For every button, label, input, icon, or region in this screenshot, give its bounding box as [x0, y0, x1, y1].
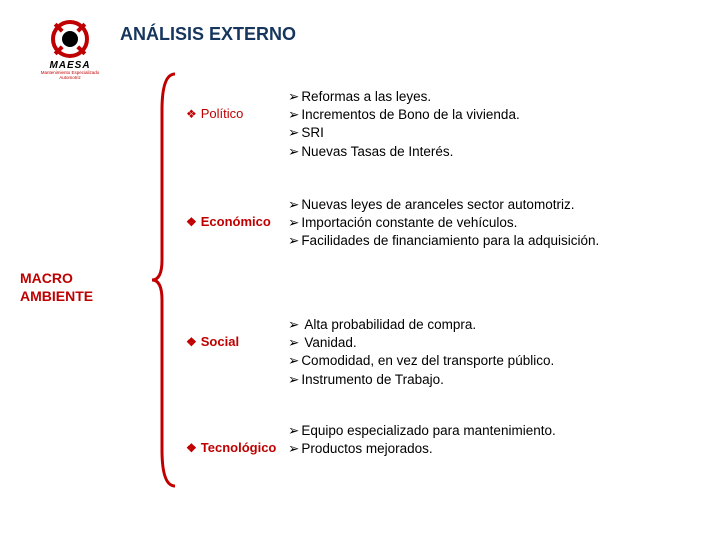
category-label: ❖ Político	[186, 88, 288, 123]
list-item-text: Nuevas Tasas de Interés.	[301, 143, 453, 161]
list-item-text: Reformas a las leyes.	[301, 88, 431, 106]
list-item-text: Incrementos de Bono de la vivienda.	[301, 106, 519, 124]
list-item-text: Alta probabilidad de compra.	[304, 316, 476, 334]
bracket-icon	[150, 70, 180, 490]
category-text: Tecnológico	[201, 440, 277, 455]
macro-ambiente-label: MACRO AMBIENTE	[20, 270, 93, 305]
category-row: ❖Social➢ Alta probabilidad de compra.➢ V…	[186, 290, 706, 400]
category-items: ➢Reformas a las leyes.➢Incrementos de Bo…	[288, 88, 706, 161]
list-item: ➢Productos mejorados.	[288, 440, 706, 458]
list-item-text: Facilidades de financiamiento para la ad…	[301, 232, 599, 250]
macro-line1: MACRO	[20, 270, 93, 288]
logo: MAESA Mantenimiento Especializado Automo…	[34, 20, 106, 81]
arrow-icon: ➢	[288, 334, 299, 352]
list-item: ➢Importación constante de vehículos.	[288, 214, 706, 232]
list-item-text: Nuevas leyes de aranceles sector automot…	[301, 196, 574, 214]
category-row: ❖ Político➢Reformas a las leyes.➢Increme…	[186, 70, 706, 170]
arrow-icon: ➢	[288, 214, 299, 232]
category-items: ➢ Alta probabilidad de compra.➢ Vanidad.…	[288, 316, 706, 389]
list-item-text: Productos mejorados.	[301, 440, 432, 458]
list-item: ➢Instrumento de Trabajo.	[288, 371, 706, 389]
arrow-icon: ➢	[288, 196, 299, 214]
list-item-text: Comodidad, en vez del transporte público…	[301, 352, 554, 370]
category-label: ❖ Social	[186, 316, 288, 351]
list-item-text: Instrumento de Trabajo.	[301, 371, 444, 389]
list-item-text: Importación constante de vehículos.	[301, 214, 517, 232]
list-item-text: SRI	[301, 124, 324, 142]
categories: ❖ Político➢Reformas a las leyes.➢Increme…	[186, 70, 706, 490]
list-item: ➢Incrementos de Bono de la vivienda.	[288, 106, 706, 124]
category-text: Económico	[201, 214, 271, 229]
arrow-icon: ➢	[288, 232, 299, 250]
arrow-icon: ➢	[288, 316, 299, 334]
list-item: ➢Reformas a las leyes.	[288, 88, 706, 106]
category-row: ❖ Económico ➢Nuevas leyes de aranceles sec…	[186, 180, 706, 280]
category-label: ❖ Económico	[186, 196, 288, 231]
diamond-icon: ❖	[186, 106, 197, 123]
diamond-icon: ❖	[186, 440, 197, 457]
logo-mark	[51, 20, 89, 58]
page-title: ANÁLISIS EXTERNO	[120, 24, 296, 45]
category-items: ➢Nuevas leyes de aranceles sector automo…	[288, 196, 706, 251]
list-item: ➢Comodidad, en vez del transporte públic…	[288, 352, 706, 370]
macro-line2: AMBIENTE	[20, 288, 93, 306]
diamond-icon: ❖	[186, 334, 197, 351]
list-item-text: Vanidad.	[304, 334, 356, 352]
category-row: ❖ Tecnológico ➢Equipo especializado para m…	[186, 410, 706, 480]
category-label: ❖ Tecnológico	[186, 422, 288, 457]
list-item-text: Equipo especializado para mantenimiento.	[301, 422, 555, 440]
arrow-icon: ➢	[288, 88, 299, 106]
arrow-icon: ➢	[288, 371, 299, 389]
list-item: ➢Equipo especializado para mantenimiento…	[288, 422, 706, 440]
arrow-icon: ➢	[288, 422, 299, 440]
list-item: ➢ Vanidad.	[288, 334, 706, 352]
diamond-icon: ❖	[186, 214, 197, 231]
list-item: ➢Nuevas leyes de aranceles sector automo…	[288, 196, 706, 214]
list-item: ➢ Alta probabilidad de compra.	[288, 316, 706, 334]
category-items: ➢Equipo especializado para mantenimiento…	[288, 422, 706, 458]
arrow-icon: ➢	[288, 143, 299, 161]
arrow-icon: ➢	[288, 352, 299, 370]
arrow-icon: ➢	[288, 124, 299, 142]
logo-subtext: Mantenimiento Especializado Automotriz	[34, 71, 106, 81]
arrow-icon: ➢	[288, 106, 299, 124]
list-item: ➢SRI	[288, 124, 706, 142]
arrow-icon: ➢	[288, 440, 299, 458]
category-text: Político	[201, 106, 244, 121]
list-item: ➢Facilidades de financiamiento para la a…	[288, 232, 706, 250]
list-item: ➢Nuevas Tasas de Interés.	[288, 143, 706, 161]
category-text: Social	[201, 334, 239, 349]
